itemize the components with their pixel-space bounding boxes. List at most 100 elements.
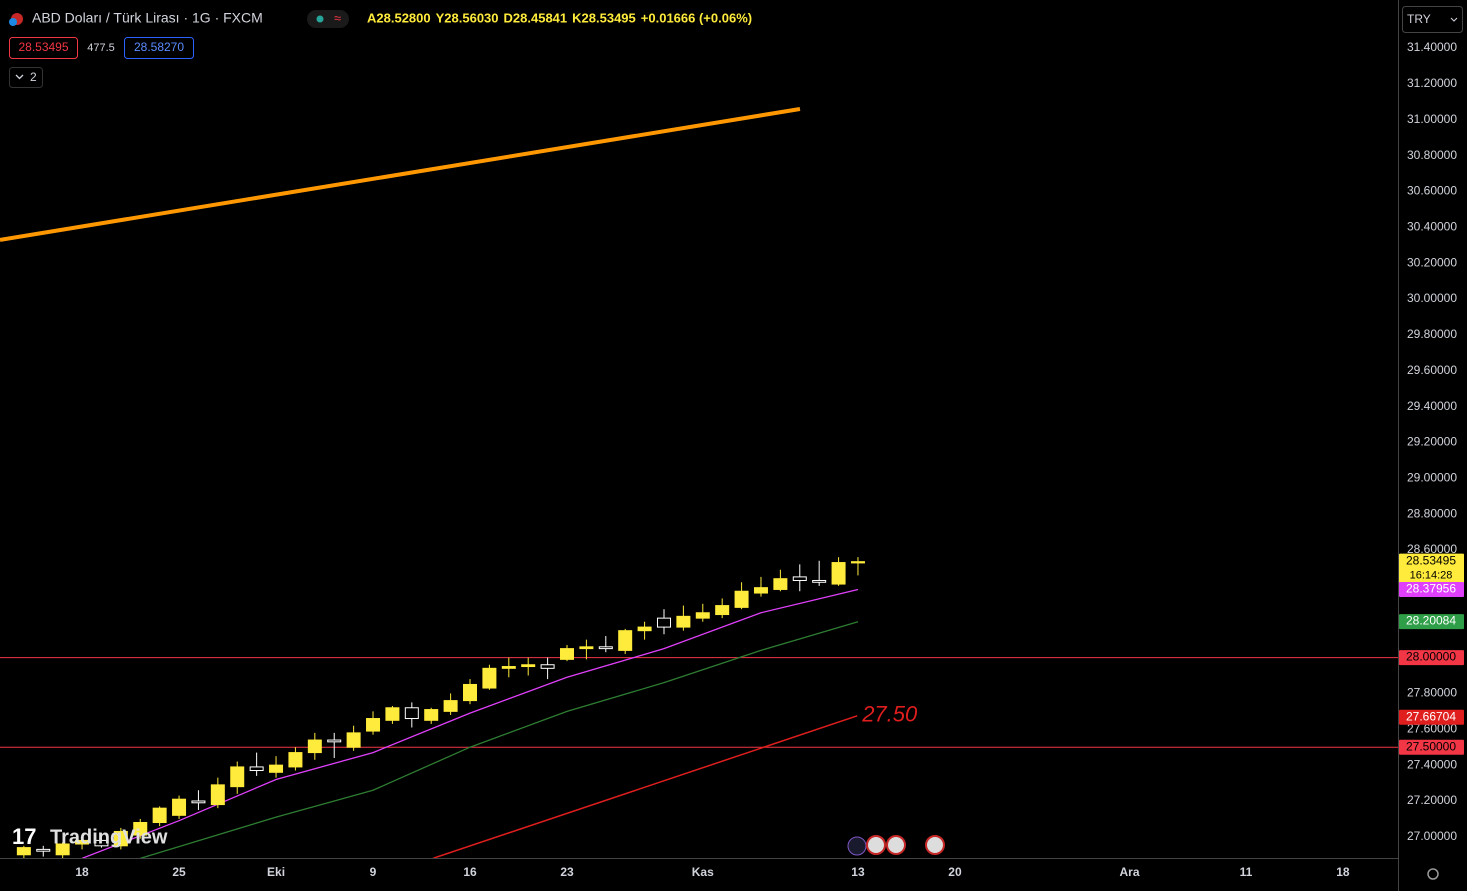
price-label: 28.20084 xyxy=(1406,614,1456,628)
event-icon[interactable] xyxy=(847,836,867,856)
candle-body xyxy=(16,847,31,856)
y-tick-label: 30.40000 xyxy=(1407,219,1457,233)
price-label-box xyxy=(1399,553,1464,584)
y-tick-label: 27.40000 xyxy=(1407,757,1457,771)
change: +0.01666 (+0.06%) xyxy=(641,10,752,25)
currency[interactable]: TRY xyxy=(1407,12,1431,26)
x-tick-label: 20 xyxy=(948,865,962,879)
candle-body xyxy=(850,561,865,564)
candle-body xyxy=(113,830,128,847)
chevron xyxy=(1450,17,1458,22)
price-label: 28.00000 xyxy=(1406,650,1456,664)
price-label: 28.37956 xyxy=(1406,582,1456,596)
candle-body xyxy=(269,764,284,773)
candle-body xyxy=(385,707,400,721)
moving-average xyxy=(81,588,859,858)
x-tick-label: Ara xyxy=(1120,865,1140,879)
price-label: 28.53495 xyxy=(1406,553,1456,567)
candle-body xyxy=(521,664,536,668)
candle-body xyxy=(36,848,51,852)
event-icon[interactable] xyxy=(866,835,886,855)
candle-body xyxy=(133,822,148,836)
candle-body xyxy=(618,630,633,651)
candle-body xyxy=(443,700,458,712)
ohlc: A28.52800 Y28.56030 D28.45841 K28.53495 +0.0… xyxy=(367,10,752,25)
price-label: 27.50000 xyxy=(1406,739,1456,753)
sell-button[interactable] xyxy=(9,37,78,59)
candle-body xyxy=(579,646,594,650)
x-tick-label: 11 xyxy=(1240,865,1253,879)
candle-body xyxy=(695,612,710,619)
x-tick-label: 25 xyxy=(172,865,186,879)
candle-body xyxy=(540,664,555,669)
candle-body xyxy=(366,718,381,732)
indicator-toggle[interactable] xyxy=(9,67,43,88)
candle-body xyxy=(346,732,361,748)
candle-body xyxy=(656,617,671,628)
y-tick-label: 31.40000 xyxy=(1407,40,1457,54)
spread: 477.5 xyxy=(87,42,115,54)
delay-icon: ≈ xyxy=(334,10,341,25)
candle-body xyxy=(792,576,807,581)
candle-body xyxy=(482,667,497,689)
candle-body xyxy=(288,752,303,768)
y-tick-label: 31.20000 xyxy=(1407,76,1457,90)
symbol-icon xyxy=(9,18,17,26)
x-tick-label: Kas xyxy=(692,865,714,879)
trend-line xyxy=(432,715,858,858)
candle-body xyxy=(734,590,749,608)
y-tick-label: 27.00000 xyxy=(1407,829,1457,843)
candle-body xyxy=(812,579,827,583)
ohlc-value: A28.52800 xyxy=(367,10,431,25)
x-tick-label: 16 xyxy=(463,865,477,879)
settings-icon[interactable] xyxy=(1427,868,1439,880)
y-tick-label: 31.00000 xyxy=(1407,112,1457,126)
logo: TradingView xyxy=(50,826,168,848)
y-tick-label: 28.60000 xyxy=(1407,542,1457,556)
y-tick-label: 30.60000 xyxy=(1407,184,1457,198)
market-status xyxy=(316,15,324,23)
candle-body xyxy=(152,807,167,824)
countdown: 16:14:28 xyxy=(1410,570,1453,582)
x-tick-label: 13 xyxy=(851,865,865,879)
candle-body xyxy=(191,800,206,804)
x-tick-label: 23 xyxy=(560,865,574,879)
candle-body xyxy=(307,739,322,754)
candle-body xyxy=(404,707,419,720)
event-icon[interactable] xyxy=(886,835,906,855)
candle-body xyxy=(753,587,768,594)
y-tick-label: 30.80000 xyxy=(1407,148,1457,162)
x-tick-label: 18 xyxy=(75,865,89,879)
candle-body xyxy=(559,648,574,660)
candle-body xyxy=(210,784,225,806)
candle-body xyxy=(230,766,245,788)
logo-mark: 17 xyxy=(12,824,36,849)
candle-body xyxy=(637,626,652,632)
buy-price[interactable]: 28.58270 xyxy=(134,40,184,54)
trend-line xyxy=(0,107,801,242)
ohlc-value: K28.53495 xyxy=(572,10,636,25)
y-tick-label: 27.80000 xyxy=(1407,686,1457,700)
axes: 27.00000 27.20000 27.40000 27.60000 27.80000… xyxy=(75,40,1464,879)
annotation: 27.50 xyxy=(861,702,918,727)
y-tick-label: 30.00000 xyxy=(1407,291,1457,305)
event-icon[interactable] xyxy=(925,835,945,855)
x-tick-label: Eki xyxy=(267,865,285,879)
y-tick-label: 29.00000 xyxy=(1407,470,1457,484)
x-tick-label: 18 xyxy=(1336,865,1350,879)
ohlc-value: Y28.56030 xyxy=(436,10,499,25)
sell-price[interactable]: 28.53495 xyxy=(18,40,68,54)
y-tick-label: 28.80000 xyxy=(1407,506,1457,520)
buy-button[interactable] xyxy=(124,37,194,59)
ohlc-value: D28.45841 xyxy=(504,10,568,25)
price-label-box xyxy=(1399,582,1464,598)
indicator-count[interactable]: 2 xyxy=(30,70,37,84)
y-tick-label: 29.20000 xyxy=(1407,435,1457,449)
candle-body xyxy=(249,766,264,772)
currency-select[interactable] xyxy=(1402,6,1463,33)
candle-body xyxy=(172,798,187,816)
y-tick-label: 30.20000 xyxy=(1407,255,1457,269)
candle-body xyxy=(55,843,70,856)
candle-body xyxy=(773,578,788,590)
